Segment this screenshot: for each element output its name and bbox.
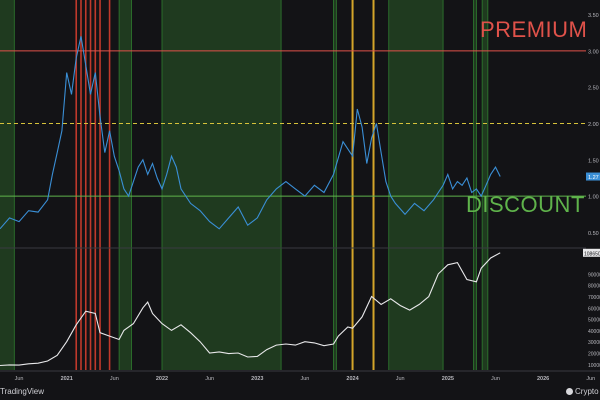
discount-label: DISCOUNT: [466, 192, 585, 217]
x-tick-6: Jun: [300, 376, 309, 382]
crypto-branding: Crypto: [566, 387, 599, 396]
bottom-y-tick-5: 60000: [588, 306, 600, 312]
green-zone-4: [388, 0, 444, 370]
top-y-tick-1: 1.00: [588, 195, 599, 201]
x-tick-1: 2021: [61, 376, 73, 382]
bottom-y-tick-4: 50000: [588, 318, 600, 324]
green-zone-3: [333, 0, 337, 370]
x-tick-5: 2023: [251, 376, 263, 382]
x-tick-10: Jun: [491, 376, 500, 382]
top-y-tick-6: 3.50: [588, 13, 599, 19]
x-tick-7: 2024: [346, 376, 359, 382]
bottom-y-tick-6: 70000: [588, 295, 600, 301]
top-last-value-tag: [586, 172, 600, 181]
bottom-y-tick-1: 20000: [588, 352, 600, 358]
green-zone-6: [482, 0, 488, 370]
bottom-y-tick-2: 30000: [588, 340, 600, 346]
bottom-y-tick-0: 10000: [588, 363, 600, 369]
x-tick-3: 2022: [156, 376, 168, 382]
top-y-tick-5: 3.00: [588, 49, 599, 55]
price-line: [0, 252, 501, 367]
green-zone-5: [473, 0, 477, 370]
top-y-tick-0: 0.50: [588, 231, 599, 237]
premium-ratio-line: [0, 36, 501, 230]
green-zone-0: [0, 0, 15, 370]
x-tick-9: 2025: [442, 376, 454, 382]
tradingview-branding: TradingView: [0, 387, 45, 396]
crypto-logo-icon: [566, 388, 573, 395]
x-tick-0: Jun: [15, 376, 24, 382]
premium-label: PREMIUM: [480, 17, 588, 42]
x-tick-4: Jun: [205, 376, 214, 382]
top-last-value-text: 1.27: [588, 175, 599, 181]
top-y-tick-4: 2.50: [588, 86, 599, 92]
bottom-y-tick-8: 90000: [588, 272, 600, 278]
green-zone-2: [161, 0, 282, 370]
crypto-branding-text: Crypto: [575, 387, 599, 396]
right-axis-background: [586, 0, 600, 375]
x-tick-12: Jun: [586, 376, 595, 382]
bottom-y-tick-3: 40000: [588, 329, 600, 335]
bottom-last-value-tag: [583, 248, 600, 257]
x-tick-2: Jun: [110, 376, 119, 382]
x-tick-11: 2026: [537, 376, 549, 382]
x-tick-8: Jun: [396, 376, 405, 382]
top-y-tick-3: 2.00: [588, 122, 599, 128]
bottom-y-tick-7: 80000: [588, 284, 600, 290]
top-y-tick-2: 1.50: [588, 158, 599, 164]
green-zone-1: [119, 0, 132, 370]
bottom-last-value-text: 108650: [584, 251, 600, 257]
